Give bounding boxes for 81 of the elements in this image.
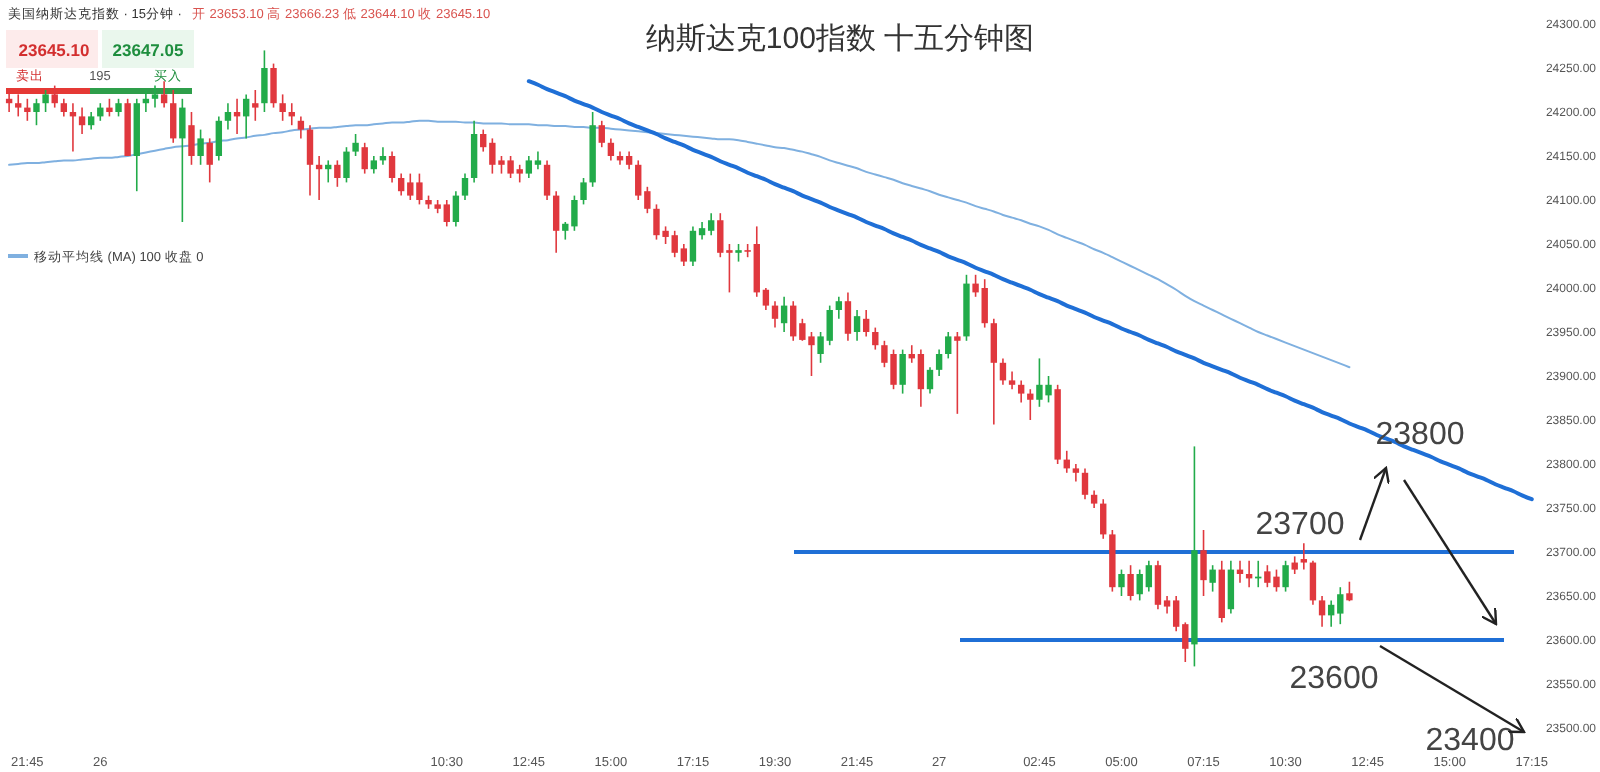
candlestick [1154, 560, 1162, 610]
candlestick [388, 150, 396, 184]
candlestick [306, 124, 314, 197]
candlestick [397, 172, 405, 197]
candlestick [151, 84, 159, 109]
candlestick [24, 98, 31, 122]
candlestick [1127, 564, 1134, 602]
candlestick [261, 49, 268, 113]
candlestick [224, 102, 232, 131]
candlestick [1081, 467, 1089, 500]
candlestick [42, 89, 49, 113]
candlestick [862, 309, 870, 338]
candlestick [771, 300, 779, 329]
line-series [8, 119, 1351, 369]
candlestick [872, 326, 879, 351]
candlestick [197, 128, 204, 166]
line-series [526, 79, 1534, 502]
candlestick [525, 155, 533, 179]
candlestick [1346, 580, 1353, 602]
candlestick [461, 172, 469, 201]
candlestick [1027, 388, 1034, 421]
candlestick [334, 159, 341, 188]
candlestick [297, 115, 305, 140]
candlestick [33, 98, 40, 126]
candlestick [1227, 560, 1235, 615]
candlestick [1309, 560, 1317, 606]
ref-line-label: 23600 [1289, 662, 1379, 696]
candlestick [899, 348, 906, 395]
candlestick [160, 80, 168, 109]
annotation: 23647.05 [112, 40, 184, 60]
candlestick [279, 93, 286, 122]
candlestick [844, 291, 852, 342]
candlestick [470, 120, 478, 184]
candlestick [242, 93, 250, 140]
candlestick [270, 62, 277, 109]
candlestick [215, 115, 223, 162]
candlestick [707, 212, 715, 236]
candlestick [170, 89, 177, 144]
candlestick [78, 106, 86, 135]
candlestick [452, 190, 460, 228]
candlestick [1209, 564, 1216, 593]
candlestick [1282, 560, 1289, 593]
candlestick [1145, 560, 1153, 593]
chart-title: 纳斯达克100指数 十五分钟图 [645, 22, 1035, 56]
candlestick [252, 89, 259, 122]
candlestick [1200, 529, 1207, 597]
ref-line-label: 23700 [1255, 508, 1345, 542]
annotation: 23645.10 [18, 40, 90, 60]
candlestick [179, 98, 186, 223]
candlestick [780, 296, 788, 333]
candlestick [689, 225, 697, 267]
candlestick [954, 331, 961, 415]
candlestick [352, 133, 359, 157]
candlestick [580, 177, 587, 206]
annotation: 23400 [1425, 724, 1515, 758]
candlestick [853, 309, 861, 342]
annotation: 23800 [1375, 418, 1465, 452]
candlestick [926, 366, 934, 395]
candlestick [1072, 463, 1080, 483]
candlestick [543, 159, 551, 201]
candlestick [945, 331, 952, 360]
candlestick [1118, 568, 1125, 597]
candlestick [188, 111, 195, 166]
candlestick [607, 137, 615, 162]
candlestick [343, 146, 350, 184]
candlestick [990, 318, 998, 426]
candlestick [15, 93, 22, 118]
candlestick [552, 190, 560, 254]
candlestick [1318, 595, 1326, 628]
candlestick [598, 120, 605, 148]
candlestick [835, 296, 843, 320]
candlestick [51, 84, 58, 109]
candlestick [917, 348, 925, 408]
candlestick [206, 137, 213, 184]
candlestick [1300, 542, 1308, 571]
candlestick [1017, 379, 1025, 404]
candlestick [999, 357, 1007, 386]
candlestick [680, 243, 688, 267]
candlestick [1100, 498, 1107, 540]
candlestick [935, 348, 943, 377]
candlestick [361, 142, 368, 175]
